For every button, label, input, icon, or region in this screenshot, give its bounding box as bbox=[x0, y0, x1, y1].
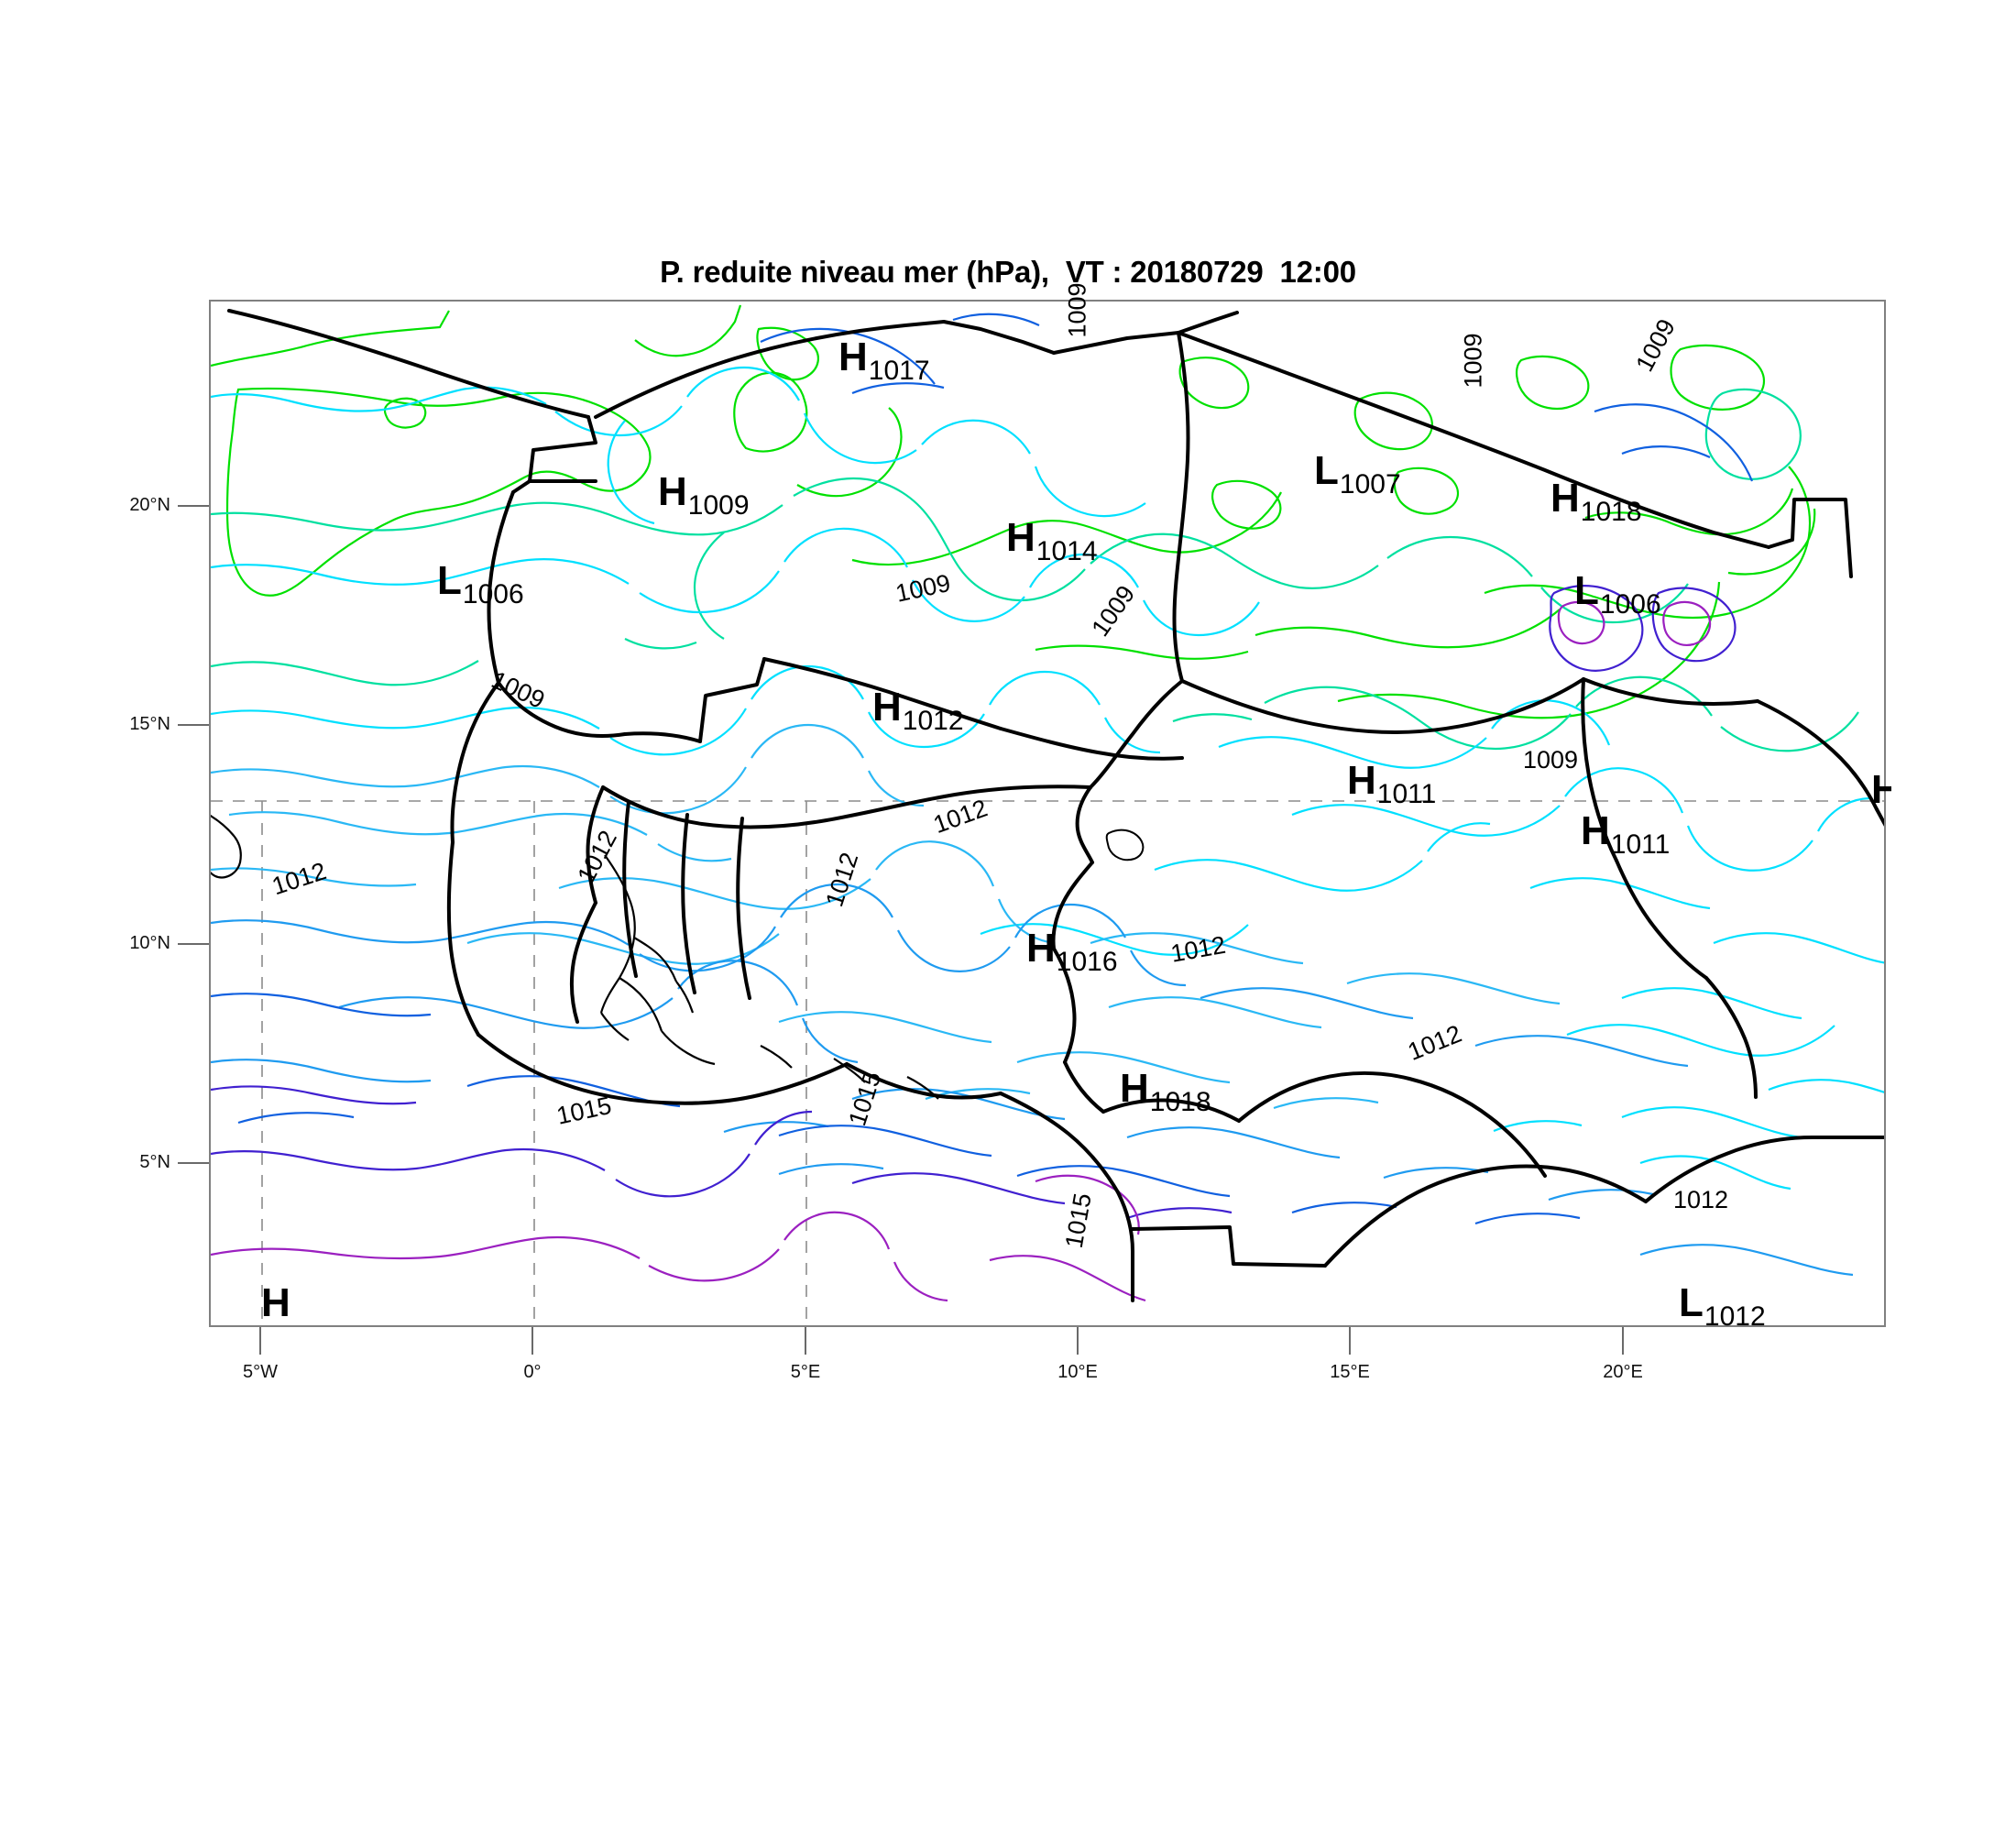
pressure-center-h-clipped-east: H bbox=[1871, 770, 1891, 810]
pressure-value: 1006 bbox=[1599, 589, 1661, 620]
pressure-value: 1017 bbox=[868, 356, 930, 386]
low-pressure-icon: L bbox=[1574, 568, 1599, 613]
contour-label-1009-g: 1009 bbox=[1523, 746, 1579, 774]
contour-1010-cyan bbox=[211, 366, 1884, 1191]
ytick-label-5n: 5°N bbox=[139, 1152, 170, 1172]
pressure-value: 1011 bbox=[1610, 829, 1671, 860]
low-pressure-icon: L bbox=[1679, 1283, 1704, 1325]
coastline-detail bbox=[211, 814, 939, 1100]
pressure-value: 1007 bbox=[1339, 469, 1401, 499]
ytick-mark-10n bbox=[178, 943, 209, 945]
ytick-mark-5n bbox=[178, 1162, 209, 1164]
low-pressure-icon: L bbox=[437, 558, 462, 603]
ytick-label-10n: 10°N bbox=[129, 933, 170, 953]
contour-1015-violet bbox=[211, 585, 1737, 1220]
xtick-mark-5e bbox=[805, 1327, 806, 1355]
inland-water bbox=[1105, 829, 1145, 862]
ytick-mark-20n bbox=[178, 505, 209, 507]
high-pressure-icon: H bbox=[838, 335, 868, 379]
pressure-value: 1018 bbox=[1580, 497, 1642, 527]
pressure-center-h-1014: H1014 bbox=[1006, 518, 1098, 565]
pressure-center-l-1006-west: L1006 bbox=[437, 561, 524, 609]
pressure-center-h-1016: H1016 bbox=[1026, 928, 1118, 976]
xtick-label-20e: 20°E bbox=[1603, 1362, 1643, 1382]
pressure-value: 1018 bbox=[1149, 1087, 1211, 1117]
pressure-center-h-1017: H1017 bbox=[838, 337, 930, 385]
xtick-mark-0 bbox=[531, 1327, 533, 1355]
high-pressure-icon: H bbox=[872, 685, 902, 730]
contour-label-1009-b: 1009 bbox=[1459, 333, 1487, 389]
low-pressure-icon: L bbox=[1314, 448, 1339, 493]
pressure-value: 1009 bbox=[687, 490, 750, 521]
contour-1011-lightblue bbox=[211, 723, 1561, 1110]
contour-map-canvas bbox=[211, 304, 1884, 1325]
map-plot-area bbox=[209, 300, 1886, 1327]
pressure-center-h-1009: H1009 bbox=[658, 472, 750, 520]
high-pressure-icon: H bbox=[1581, 808, 1610, 853]
high-pressure-icon: H bbox=[1550, 476, 1580, 521]
contour-1013-deepblue bbox=[211, 313, 1754, 1225]
xtick-mark-10e bbox=[1077, 1327, 1079, 1355]
pressure-center-h-1011-chad: H1011 bbox=[1347, 761, 1436, 808]
pressure-value: 1016 bbox=[1056, 947, 1118, 977]
high-pressure-icon: H bbox=[1006, 515, 1035, 560]
pressure-center-l-clipped-southeast: L1012 bbox=[1679, 1283, 1766, 1327]
pressure-center-h-1018-north: H1018 bbox=[1550, 478, 1642, 526]
xtick-mark-15e bbox=[1349, 1327, 1351, 1355]
xtick-label-0: 0° bbox=[523, 1362, 542, 1382]
pressure-value: 1012 bbox=[902, 706, 964, 736]
xtick-label-15e: 15°E bbox=[1330, 1362, 1370, 1382]
ytick-label-15n: 15°N bbox=[129, 714, 170, 734]
pressure-center-h-clipped-southwest: H bbox=[261, 1283, 290, 1327]
pressure-value: 1014 bbox=[1035, 536, 1098, 566]
high-pressure-icon: H bbox=[1871, 770, 1891, 810]
high-pressure-icon: H bbox=[1026, 926, 1056, 971]
high-pressure-icon: H bbox=[1120, 1066, 1149, 1111]
pressure-value: 1006 bbox=[462, 579, 524, 609]
ytick-label-20n: 20°N bbox=[129, 495, 170, 515]
pressure-center-h-1011-east: H1011 bbox=[1581, 811, 1670, 859]
pressure-center-h-1018-south: H1018 bbox=[1120, 1069, 1211, 1116]
xtick-label-5w: 5°W bbox=[243, 1362, 278, 1382]
ytick-mark-15n bbox=[178, 724, 209, 726]
high-pressure-icon: H bbox=[261, 1283, 290, 1325]
high-pressure-icon: H bbox=[658, 469, 687, 514]
pressure-value: 1011 bbox=[1376, 779, 1437, 809]
contour-label-1009-a: 1009 bbox=[1063, 282, 1091, 338]
pressure-center-l-1007: L1007 bbox=[1314, 451, 1401, 499]
pressure-center-h-1012: H1012 bbox=[872, 687, 964, 735]
page-title: P. reduite niveau mer (hPa), VT : 201807… bbox=[660, 255, 1356, 289]
xtick-mark-5w bbox=[259, 1327, 261, 1355]
xtick-mark-20e bbox=[1622, 1327, 1624, 1355]
xtick-label-10e: 10°E bbox=[1057, 1362, 1098, 1382]
contour-1017-magenta bbox=[211, 600, 1712, 1302]
country-borders bbox=[227, 309, 1884, 1302]
xtick-label-5e: 5°E bbox=[790, 1362, 821, 1382]
pressure-value: 1012 bbox=[1704, 1301, 1766, 1328]
high-pressure-icon: H bbox=[1347, 758, 1376, 803]
contour-1009-springgreen bbox=[211, 388, 1859, 752]
dashed-graticule bbox=[211, 800, 1884, 1325]
contour-1006-green bbox=[211, 304, 1816, 719]
contour-1012-mediumblue bbox=[211, 883, 1854, 1277]
contour-label-1012-g: 1012 bbox=[1673, 1186, 1729, 1213]
pressure-center-l-1006-east: L1006 bbox=[1574, 571, 1661, 619]
